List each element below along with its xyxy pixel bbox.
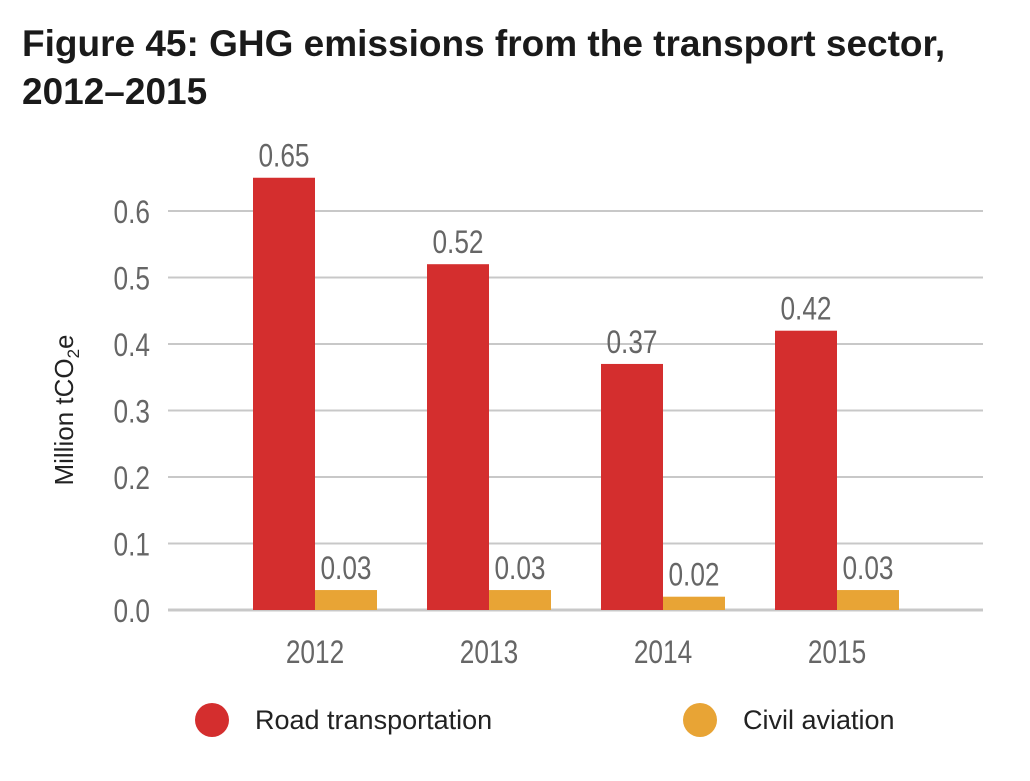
bars [253, 177, 899, 610]
legend-road: Road transportation [195, 700, 492, 740]
y-tick-label: 0.2 [114, 462, 150, 497]
chart-title-line2: 2012–2015 [22, 71, 208, 112]
x-tick-label: 2014 [634, 636, 692, 671]
bar-road [601, 363, 663, 610]
legend-road-swatch [195, 703, 229, 737]
chart-title-line1: Figure 45: GHG emissions from the transp… [22, 23, 946, 64]
x-tick-labels: 2012 2013 2014 2015 [286, 636, 866, 671]
legend-road-label: Road transportation [255, 704, 493, 735]
legend-aviation-swatch [683, 703, 717, 737]
value-label: 0.42 [780, 292, 831, 327]
bar-aviation [837, 590, 899, 610]
value-label: 0.03 [320, 552, 371, 587]
legend-aviation-label: Civil aviation [743, 704, 895, 735]
bar-road [253, 177, 315, 610]
bar-aviation [315, 590, 377, 610]
value-label: 0.03 [494, 552, 545, 587]
y-tick-labels: 0.0 0.1 0.2 0.3 0.4 0.5 0.6 [114, 196, 150, 630]
bar-aviation [489, 590, 551, 610]
value-label: 0.03 [842, 552, 893, 587]
bar-aviation [663, 596, 725, 610]
value-labels: 0.65 0.03 0.52 0.03 0.37 0.02 0.42 0.03 [258, 139, 893, 593]
x-tick-label: 2015 [808, 636, 866, 671]
y-tick-label: 0.1 [114, 528, 150, 563]
value-label: 0.02 [668, 558, 719, 593]
bar-road [775, 330, 837, 610]
value-label: 0.52 [432, 226, 483, 261]
y-tick-label: 0.6 [114, 196, 150, 231]
legend-aviation: Civil aviation [683, 700, 895, 740]
bar-road [427, 264, 489, 610]
y-axis-label: Million tCO2e [49, 334, 83, 485]
y-tick-label: 0.5 [114, 262, 150, 297]
chart-title: Figure 45: GHG emissions from the transp… [22, 20, 1002, 116]
x-tick-label: 2013 [460, 636, 518, 671]
y-tick-label: 0.0 [114, 595, 150, 630]
value-label: 0.37 [606, 326, 657, 361]
y-tick-label: 0.3 [114, 395, 150, 430]
x-tick-label: 2012 [286, 636, 344, 671]
value-label: 0.65 [258, 139, 309, 174]
y-tick-label: 0.4 [114, 329, 150, 364]
